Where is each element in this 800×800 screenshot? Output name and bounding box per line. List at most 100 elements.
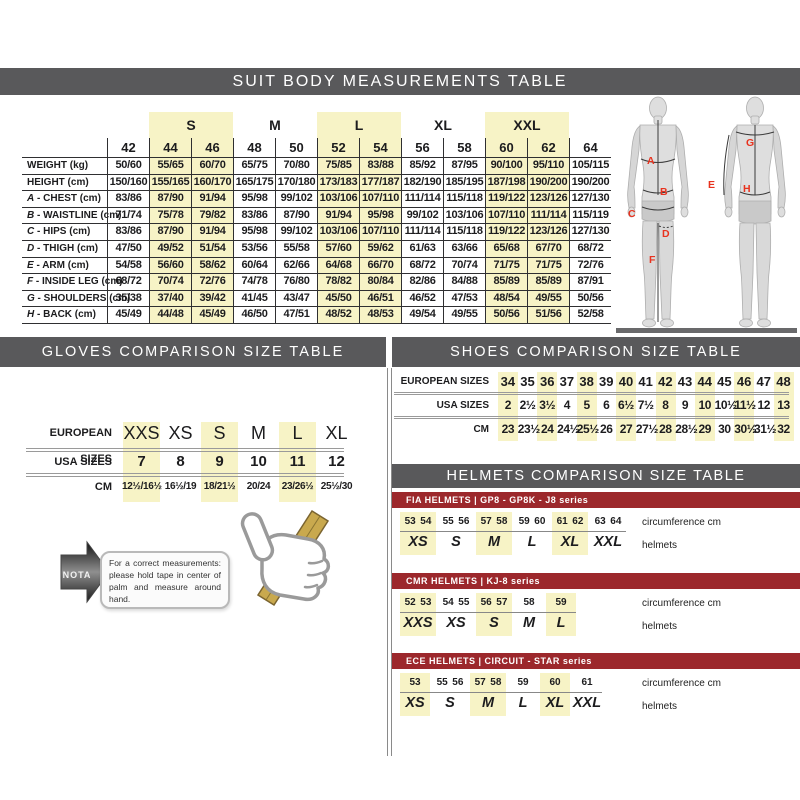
suit-cell: 82/86 — [401, 274, 443, 291]
helmet-circumference-value: 55 — [436, 677, 448, 688]
gloves-highlight-column — [201, 422, 238, 502]
shoes-cm-value: 27½ — [635, 422, 659, 436]
helmet-sizes-column-label: helmets — [642, 621, 678, 632]
shoes-usa-size: 3½ — [539, 398, 556, 412]
helmet-circumference-value: 53 — [420, 597, 432, 608]
shoes-highlight-column — [616, 372, 637, 441]
suit-row-label: HEIGHT (cm) — [22, 175, 107, 192]
suit-cell: 46/50 — [233, 307, 275, 324]
suit-cell: 49/54 — [401, 307, 443, 324]
shoes-grid: EUROPEAN SIZES 34 35 36 37 38 39 40 41 42 43 44 45 46… — [392, 371, 800, 440]
nota-arrow-icon — [60, 540, 110, 604]
helmet-size-label: L — [556, 615, 566, 631]
gloves-eu-size: XL — [325, 423, 348, 443]
suit-cell: 68/72 — [569, 240, 611, 258]
suit-cell: 165/175 — [233, 174, 275, 192]
gloves-highlight-column — [279, 422, 316, 502]
gloves-cm-value: 16½/19 — [164, 481, 197, 492]
shoes-cm-value: 23½ — [517, 422, 541, 436]
suit-cell: 60/70 — [191, 158, 233, 175]
shoes-row-label: USA SIZES — [436, 400, 489, 411]
suit-cell: 99/102 — [275, 191, 317, 208]
suit-row-label: B - WAISTLINE (cm) — [22, 208, 121, 225]
helmet-size-label: XL — [560, 534, 580, 550]
gloves-eu-size: XS — [168, 423, 193, 443]
gloves-usa-size: 7 — [137, 453, 146, 470]
suit-cell: 85/92 — [401, 158, 443, 175]
suit-cell: 62/66 — [275, 257, 317, 275]
helmet-circumference-column-label: circumference cm — [642, 517, 721, 528]
shoes-cm-value: 29 — [698, 422, 711, 436]
suit-cell: 123/126 — [527, 224, 569, 241]
suit-size-number: 52 — [317, 138, 359, 158]
thigh-measure-line — [658, 225, 674, 228]
shoes-highlight-column — [773, 372, 794, 441]
helmet-circumference-value: 60 — [534, 516, 546, 527]
suit-cell: 48/54 — [485, 290, 527, 308]
chest-measure-line — [640, 158, 676, 163]
helmet-sizes-column-label: helmets — [642, 701, 678, 712]
helmet-size-label: M — [522, 615, 536, 631]
suit-size-number: 44 — [149, 138, 191, 158]
suit-cell: 95/110 — [527, 158, 569, 175]
suit-numrow-spacer — [22, 138, 107, 158]
helmet-series-title: FIA HELMETS | GP8 - GP8K - J8 series — [406, 495, 589, 505]
helmet-circumference-numbers: 54 55 — [438, 593, 474, 612]
gloves-row-label: USA SIZES — [54, 456, 112, 468]
suit-row-letter: G — [27, 292, 35, 304]
helmets-table-header-bar: HELMETS COMPARISON SIZE TABLE — [392, 464, 800, 488]
figures-floor-line — [616, 328, 797, 333]
suit-cell: 51/56 — [527, 307, 569, 324]
suit-cell: 80/84 — [359, 274, 401, 291]
shoes-divider-line — [394, 416, 790, 419]
shoes-eu-size: 44 — [697, 374, 712, 389]
suit-row-label: H - BACK (cm) — [22, 307, 107, 324]
gloves-eu-size: XXS — [123, 423, 160, 443]
suit-row-label: C - HIPS (cm) — [22, 224, 107, 241]
suit-row-label: D - THIGH (cm) — [22, 241, 107, 258]
suit-cell: 119/122 — [485, 191, 527, 208]
helmet-series-bar: ECE HELMETS | CIRCUIT - STAR series — [392, 653, 800, 669]
shoes-eu-size: 42 — [658, 374, 673, 389]
suit-cell: 56/60 — [149, 257, 191, 275]
suit-cell: 75/85 — [317, 158, 359, 175]
suit-cell: 54/58 — [107, 257, 149, 275]
shoes-usa-size: 10 — [698, 398, 711, 412]
gloves-eu-size: S — [213, 423, 226, 443]
suit-cell: 91/94 — [191, 191, 233, 208]
helmet-circumference-value: 53 — [409, 677, 421, 688]
suit-table-title: SUIT BODY MEASUREMENTS TABLE — [232, 72, 568, 90]
helmet-circumference-value: 56 — [480, 597, 492, 608]
figure-letter-B: B — [660, 186, 668, 198]
suit-cell: 187/198 — [485, 174, 527, 192]
gloves-usa-size: 10 — [250, 453, 267, 470]
gloves-cm-value: 12½/16½ — [122, 481, 162, 492]
shoes-highlight-column — [734, 372, 755, 441]
suit-size-number: 42 — [107, 138, 149, 158]
suit-cell: 170/180 — [275, 174, 317, 192]
suit-cell: 190/200 — [527, 174, 569, 192]
suit-cell: 60/64 — [233, 257, 275, 275]
helmet-sizes-column-label: helmets — [642, 540, 678, 551]
suit-size-group: L — [317, 112, 401, 138]
helmet-size-label: XXL — [572, 695, 602, 711]
helmet-size-group: 57 58 M — [476, 512, 512, 555]
helmet-circumference-numbers: 57 58 — [470, 673, 506, 692]
suit-cell: 87/95 — [443, 158, 485, 175]
shoes-eu-size: 47 — [756, 374, 772, 389]
suit-cell: 190/200 — [569, 174, 611, 192]
suit-cell: 115/119 — [569, 207, 611, 225]
helmet-size-label: S — [445, 695, 455, 711]
suit-cell: 71/74 — [107, 207, 149, 225]
suit-cell: 46/51 — [359, 290, 401, 308]
suit-cell: 103/106 — [443, 207, 485, 225]
helmet-size-group: 57 58 M — [470, 673, 506, 716]
hips-measure-line — [641, 206, 675, 211]
suit-row-letter: A — [27, 193, 35, 205]
helmet-circumference-value: 53 — [404, 516, 416, 527]
suit-cell: 47/51 — [275, 307, 317, 324]
suit-table-header-bar: SUIT BODY MEASUREMENTS TABLE — [0, 68, 800, 95]
shoes-usa-size: 2 — [504, 398, 512, 412]
suit-cell: 46/52 — [401, 290, 443, 308]
helmet-circumference-value: 59 — [555, 597, 567, 608]
